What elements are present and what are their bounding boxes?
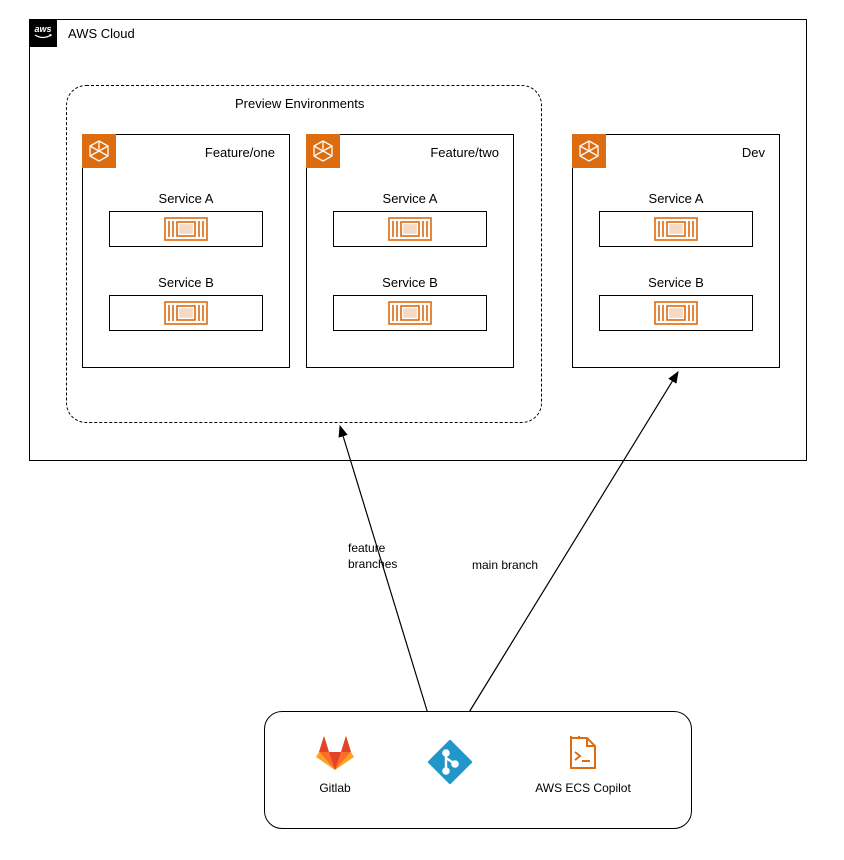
- service-label: Service B: [83, 275, 289, 290]
- gitlab-label: Gitlab: [305, 781, 365, 795]
- env-feature-two: Feature/two Service A Service B: [306, 134, 514, 368]
- arrow-label-line: feature: [348, 541, 385, 555]
- service-label: Service A: [573, 191, 779, 206]
- source-tools-box: Gitlab AWS ECS Copilot: [264, 711, 692, 829]
- aws-cloud-label: AWS Cloud: [68, 26, 135, 41]
- ecs-service-icon: [572, 134, 606, 168]
- service-box: [333, 211, 487, 247]
- service-label: Service A: [83, 191, 289, 206]
- git-item: [425, 740, 475, 787]
- arrow-label-line: main branch: [472, 558, 538, 572]
- container-chip-icon: [387, 215, 433, 243]
- service-box: [333, 295, 487, 331]
- git-icon: [428, 740, 472, 784]
- service-label: Service B: [307, 275, 513, 290]
- aws-logo-icon: aws: [29, 19, 57, 47]
- service-box: [109, 211, 263, 247]
- arrow-label-line: branches: [348, 557, 397, 571]
- copilot-item: AWS ECS Copilot: [523, 730, 643, 795]
- copilot-label: AWS ECS Copilot: [523, 781, 643, 795]
- env-feature-one: Feature/one Service A Service B: [82, 134, 290, 368]
- env-title: Feature/one: [205, 145, 275, 160]
- container-chip-icon: [163, 215, 209, 243]
- service-label: Service A: [307, 191, 513, 206]
- env-dev: Dev Service A Service B: [572, 134, 780, 368]
- aws-logo-text: aws: [34, 24, 51, 34]
- container-chip-icon: [653, 299, 699, 327]
- service-box: [599, 211, 753, 247]
- env-title: Feature/two: [430, 145, 499, 160]
- service-box: [599, 295, 753, 331]
- arrow-label-main: main branch: [472, 558, 538, 574]
- copilot-icon: [561, 730, 605, 774]
- service-label: Service B: [573, 275, 779, 290]
- gitlab-item: Gitlab: [305, 730, 365, 795]
- container-chip-icon: [653, 215, 699, 243]
- arrow-feature-branches: [340, 426, 436, 740]
- ecs-service-icon: [82, 134, 116, 168]
- arrow-label-feature: feature branches: [348, 541, 397, 572]
- env-title: Dev: [742, 145, 765, 160]
- preview-environments-label: Preview Environments: [235, 96, 364, 111]
- ecs-service-icon: [306, 134, 340, 168]
- container-chip-icon: [163, 299, 209, 327]
- container-chip-icon: [387, 299, 433, 327]
- service-box: [109, 295, 263, 331]
- gitlab-icon: [313, 730, 357, 774]
